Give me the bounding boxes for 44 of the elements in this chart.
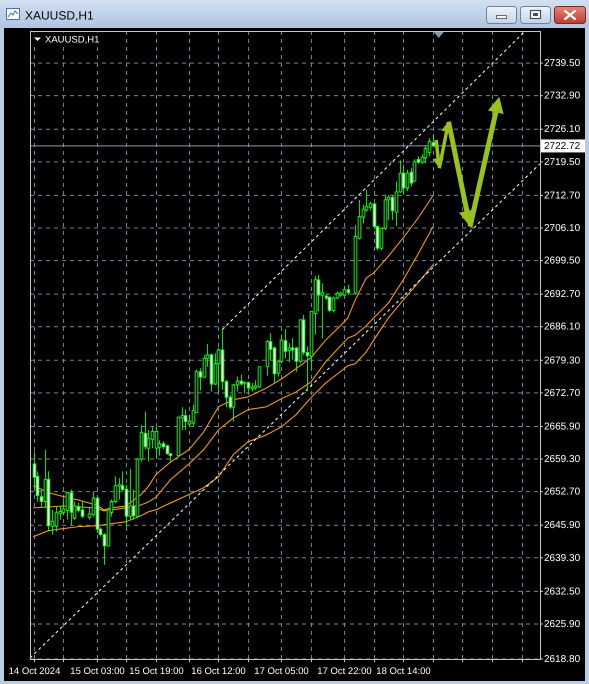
- candlestick: [250, 382, 254, 392]
- candlestick: [184, 409, 188, 430]
- candlestick: [328, 296, 332, 313]
- line-series: [33, 264, 434, 538]
- y-tick-label: 2618.80: [544, 654, 581, 664]
- x-tick-label: 16 Oct 12:00: [191, 666, 246, 676]
- candlestick: [412, 158, 416, 183]
- y-tick-label: 2665.90: [544, 420, 581, 432]
- candlestick: [70, 489, 74, 526]
- y-tick-label: 2726.10: [544, 124, 581, 135]
- x-tick-label: 15 Oct 03:00: [70, 666, 125, 676]
- y-tick-label: 2699.50: [544, 255, 581, 266]
- y-tick-label: 2672.70: [544, 387, 581, 398]
- x-tick-label: 17 Oct 22:00: [317, 666, 372, 676]
- x-tick-label: 18 Oct 14:00: [376, 666, 431, 676]
- candlestick: [80, 501, 84, 519]
- candlestick: [54, 506, 58, 532]
- y-tick-label: 2719.50: [544, 156, 581, 168]
- x-tick-label: 17 Oct 05:00: [254, 666, 309, 676]
- candlestick: [406, 169, 410, 192]
- y-tick-label: 2706.10: [544, 222, 581, 234]
- y-tick-label: 2739.50: [544, 58, 581, 69]
- y-tick-label: 2692.70: [544, 288, 581, 300]
- candlestick: [402, 164, 406, 194]
- y-tick-label: 2732.90: [544, 90, 581, 102]
- x-tick-label: 15 Oct 19:00: [129, 666, 184, 676]
- y-tick-label: 2625.90: [544, 618, 581, 630]
- y-tick-label: 2659.30: [544, 454, 581, 465]
- candlestick: [154, 426, 158, 460]
- candlestick: [258, 366, 262, 388]
- y-tick-label: 2686.10: [544, 321, 581, 332]
- y-tick-label: 2645.90: [544, 520, 581, 531]
- chart-title: XAUUSD,H1: [25, 8, 94, 22]
- candlestick: [346, 284, 350, 296]
- y-tick-label: 2639.30: [544, 552, 581, 564]
- y-tick-label: 2679.30: [544, 354, 581, 366]
- chart-subtitle: XAUUSD,H1: [45, 34, 100, 45]
- y-tick-label: 2632.50: [544, 586, 581, 597]
- x-tick-label: 14 Oct 2024: [8, 666, 60, 676]
- candlestick: [342, 285, 346, 298]
- candlestick: [246, 381, 250, 392]
- ref-line-label: 2722.72: [544, 140, 581, 152]
- y-tick-label: 2652.70: [544, 486, 581, 498]
- y-tick-label: 2712.70: [544, 190, 581, 201]
